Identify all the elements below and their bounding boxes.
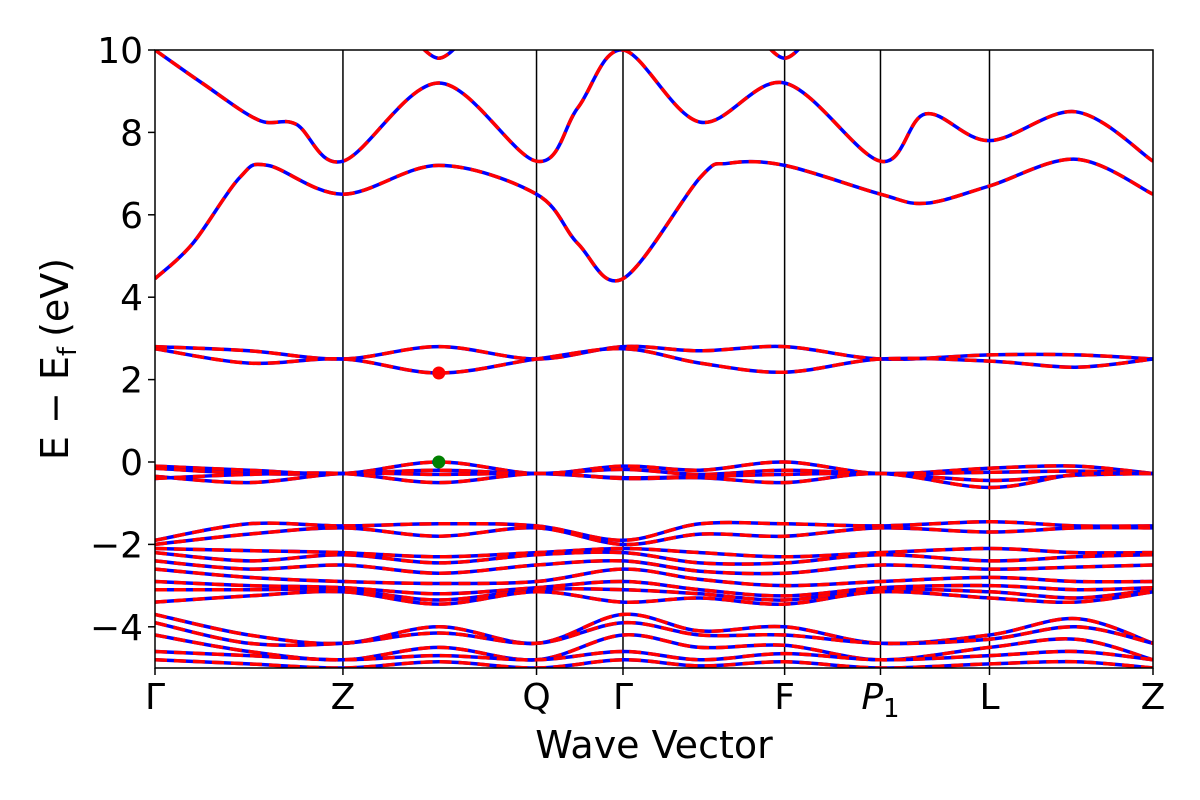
marker-cbm bbox=[432, 366, 446, 380]
band-edge-markers bbox=[432, 366, 446, 469]
band-line-red-dashed bbox=[155, 620, 1153, 648]
y-axis-label-unit: (eV) bbox=[33, 258, 77, 337]
band-line-red-dashed bbox=[155, 519, 1153, 543]
band-lines bbox=[155, 50, 1153, 668]
x-axis-ticks: Γ Z Q Γ F P1 L Z bbox=[145, 668, 1165, 724]
x-axis-label: Wave Vector bbox=[535, 723, 773, 767]
band-line-red-dashed bbox=[155, 612, 1153, 646]
y-axis-label-subscript: f bbox=[53, 346, 83, 356]
y-axis-label-main: E − E bbox=[33, 356, 77, 460]
y-axis-label: E − Ef (eV) bbox=[33, 258, 83, 460]
band-line-red-dashed bbox=[155, 579, 1153, 598]
band-line-red-dashed bbox=[422, 50, 456, 60]
band-line-red-dashed bbox=[155, 589, 1153, 606]
x-tick-label: Q bbox=[522, 677, 550, 718]
x-tick-label: Z bbox=[331, 677, 356, 718]
y-tick-label: 4 bbox=[120, 278, 143, 319]
band-line-red-dashed bbox=[155, 649, 1153, 662]
band-line-red-dashed bbox=[155, 50, 1153, 164]
band-line-red-dashed bbox=[155, 471, 1153, 490]
x-tick-label: F bbox=[774, 677, 795, 718]
y-tick-label: 8 bbox=[120, 113, 143, 154]
x-tick-label: Γ bbox=[145, 677, 165, 718]
y-tick-label: −2 bbox=[90, 525, 143, 566]
band-line-red-dashed bbox=[768, 50, 801, 60]
band-line-red-dashed bbox=[155, 525, 1153, 547]
x-tick-label: L bbox=[979, 677, 999, 718]
plot-frame bbox=[154, 49, 1154, 669]
y-tick-label: 0 bbox=[120, 443, 143, 484]
band-line-red-dashed bbox=[155, 587, 1153, 602]
y-tick-label: 10 bbox=[97, 31, 143, 72]
x-tick-label: Γ bbox=[613, 677, 633, 718]
y-tick-label: 6 bbox=[120, 196, 143, 237]
band-line-red-dashed bbox=[155, 157, 1153, 283]
x-tick-label: P1 bbox=[861, 677, 899, 724]
y-axis-ticks: 10 8 6 4 2 0 −2 −4 bbox=[90, 31, 155, 649]
marker-vbm bbox=[432, 455, 446, 469]
x-tick-label: Z bbox=[1141, 677, 1166, 718]
band-line-red-dashed bbox=[155, 567, 1153, 588]
band-line-red-dashed bbox=[155, 550, 1153, 566]
band-line-red-dashed bbox=[155, 546, 1153, 559]
band-line-red-dashed bbox=[155, 558, 1153, 576]
y-tick-label: −4 bbox=[90, 608, 143, 649]
band-line-red-dashed bbox=[155, 346, 1153, 375]
y-tick-label: 2 bbox=[120, 361, 143, 402]
